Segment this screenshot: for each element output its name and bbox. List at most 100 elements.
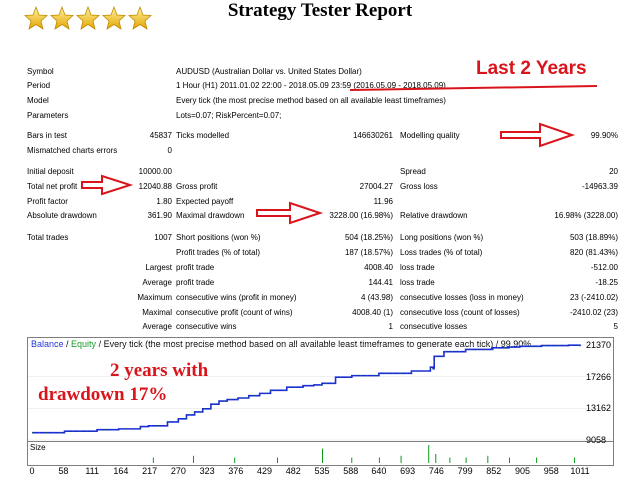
lp-label: profit trade (176, 263, 215, 272)
y-tick-label: 13162 (586, 403, 612, 414)
x-tick-label: 217 (142, 466, 158, 476)
chart-subtitle: / Every tick (the most precise method ba… (96, 339, 532, 349)
mcl-label: consecutive losses (loss in money) (400, 293, 524, 302)
payoff-value: 11.96 (373, 197, 393, 206)
ticks-label: Ticks modelled (176, 131, 230, 140)
size-bar (428, 445, 430, 463)
size-bar (152, 457, 154, 463)
absdd-value: 361.90 (147, 211, 172, 220)
maximum-label: Maximum (137, 293, 172, 302)
legend-sep: / (63, 339, 72, 349)
ll-value: -512.00 (590, 263, 618, 272)
largest-label: Largest (145, 263, 172, 272)
grossprofit-label: Gross profit (176, 182, 218, 191)
initial-value: 10000.00 (138, 167, 172, 176)
symbol-value: AUDUSD (Australian Dollar vs. United Sta… (176, 67, 362, 76)
grossloss-label: Gross loss (400, 182, 438, 191)
underline-mark (349, 85, 598, 91)
ll-label: loss trade (400, 263, 435, 272)
al-label: loss trade (400, 278, 435, 287)
x-tick-label: 323 (199, 466, 215, 476)
last-years-annotation: Last 2 Years (476, 58, 587, 79)
parameters-label: Parameters (27, 111, 69, 120)
arrow-icon (500, 122, 576, 148)
average2-label: Average (142, 322, 172, 331)
x-tick-label: 535 (314, 466, 330, 476)
report-title: Strategy Tester Report (227, 0, 413, 21)
absdd-label: Absolute drawdown (27, 211, 97, 220)
netprofit-value: 12040.88 (138, 182, 172, 191)
y-tick-label: 21370 (586, 340, 612, 350)
reldd-label: Relative drawdown (400, 211, 468, 220)
arrow-icon (81, 174, 134, 196)
period-value: 1 Hour (H1) 2011.01.02 22:00 - 2018.05.0… (176, 81, 446, 90)
quality-value: 99.90% (590, 131, 618, 140)
x-tick-label: 746 (428, 466, 444, 476)
x-tick-label: 58 (58, 466, 69, 476)
size-label: Size (30, 443, 46, 452)
annotation-arrows (81, 85, 598, 225)
payoff-label: Expected payoff (176, 197, 234, 206)
spread-label: Spread (400, 167, 426, 176)
ap-value: 144.41 (368, 278, 393, 287)
x-tick-label: 1011 (570, 466, 590, 476)
acw-value: 1 (388, 322, 393, 331)
model-value: Every tick (the most precise method base… (176, 96, 446, 105)
size-bar (435, 454, 437, 463)
mxl-label: consecutive loss (count of losses) (400, 308, 520, 317)
spread-value: 20 (609, 167, 618, 176)
lp-value: 4008.40 (364, 263, 393, 272)
size-bar (321, 448, 323, 463)
symbol-label: Symbol (27, 67, 54, 76)
mxw-label: consecutive profit (count of wins) (176, 308, 293, 317)
ptrades-label: Profit trades (% of total) (176, 248, 261, 257)
grossprofit-value: 27004.27 (359, 182, 393, 191)
x-tick-label: 429 (257, 466, 273, 476)
mxw-value: 4008.40 (1) (352, 308, 393, 317)
arrow-icon (256, 201, 324, 225)
maxdd-label: Maximal drawdown (176, 211, 245, 220)
bars-value: 45837 (149, 131, 172, 140)
size-chart (27, 441, 614, 466)
drawdown-annotation: drawdown 17% (38, 384, 168, 405)
x-tick-label: 958 (543, 466, 559, 476)
equity-legend: Equity (71, 339, 97, 349)
profitfactor-value: 1.80 (156, 197, 172, 206)
size-bar (536, 457, 538, 463)
y-tick-label: 17266 (586, 371, 612, 382)
trades-value: 1007 (154, 233, 172, 242)
size-bar (277, 457, 279, 463)
balance-chart: Balance / Equity / Every tick (the most … (27, 337, 614, 456)
x-tick-label: 270 (170, 466, 186, 476)
size-bar (487, 455, 489, 463)
x-tick-label: 852 (486, 466, 502, 476)
x-tick-label: 588 (343, 466, 359, 476)
mismatched-value: 0 (167, 146, 172, 155)
reldd-value: 16.98% (3228.00) (554, 211, 618, 220)
x-tick-label: 693 (400, 466, 416, 476)
size-bar (234, 457, 236, 463)
short-value: 504 (18.25%) (344, 233, 393, 242)
ltrades-value: 820 (81.43%) (569, 248, 618, 257)
two-years-annotation: 2 years with (110, 360, 209, 381)
bars-label: Bars in test (27, 131, 68, 140)
balance-legend: Balance (31, 339, 64, 349)
al-value: -18.25 (595, 278, 618, 287)
size-bar (378, 457, 380, 463)
acw-label: consecutive wins (176, 322, 237, 331)
model-label: Model (27, 96, 49, 105)
ptrades-value: 187 (18.57%) (344, 248, 393, 257)
x-tick-label: 905 (515, 466, 531, 476)
maximal-label: Maximal (142, 308, 172, 317)
mismatched-label: Mismatched charts errors (27, 146, 118, 155)
size-bar (508, 457, 510, 463)
mcl-value: 23 (-2410.02) (569, 293, 618, 302)
short-label: Short positions (won %) (176, 233, 261, 242)
x-tick-label: 164 (113, 466, 129, 476)
x-tick-label: 799 (457, 466, 473, 476)
long-value: 503 (18.89%) (569, 233, 618, 242)
x-tick-label: 111 (85, 466, 99, 476)
initial-label: Initial deposit (27, 167, 74, 176)
average-label: Average (142, 278, 172, 287)
